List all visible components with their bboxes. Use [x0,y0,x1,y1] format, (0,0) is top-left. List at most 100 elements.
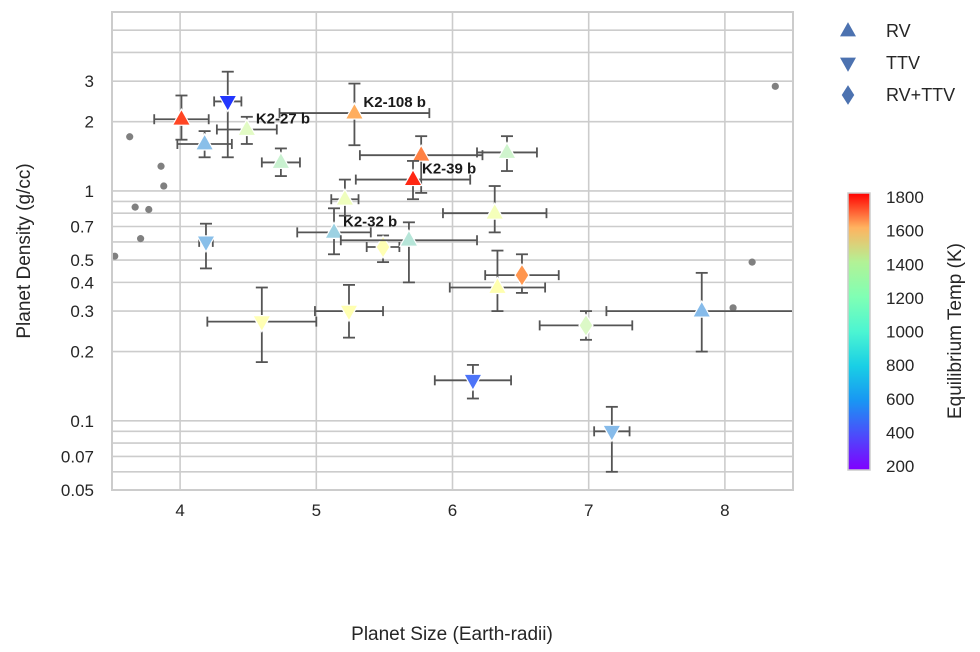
background-point [729,304,737,312]
planet-point [354,160,472,201]
legend-label: RV [886,21,911,41]
planet-point [433,364,512,400]
plot-frame [111,11,794,491]
legend-label: TTV [886,53,920,73]
planet-point [153,94,210,141]
legend-marker [840,82,856,108]
background-point [137,235,145,243]
colorbar-tick-label: 1800 [886,188,924,207]
planet-point [448,249,547,313]
colorbar-tick-label: 1200 [886,289,924,308]
planet-point [296,207,372,256]
y-tick-label: 0.2 [70,343,94,362]
planet-annotation: K2-27 b [256,110,310,127]
planet-point [339,221,478,284]
background-point [126,133,134,141]
planet-marker [411,143,432,162]
y-tick-label: 0.07 [61,447,94,466]
planet-point [195,222,217,270]
planet-annotation: K2-39 b [422,161,476,178]
planet-point [476,135,538,172]
plot-area [112,70,793,473]
planet-marker [398,229,419,247]
planet-marker [251,315,272,333]
planet-point [278,82,431,147]
planet-point [484,253,560,294]
x-axis-label: Planet Size (Earth-radii) [351,624,553,645]
colorbar-label: Equilibrium Temp (K) [945,243,966,419]
background-point [131,203,139,211]
colorbar-tick-label: 800 [886,356,914,375]
planet-marker [402,168,424,187]
y-ticks: 0.05 0.07 0.1 0.2 0.3 0.4 0.5 0.7 1 2 3 [61,72,94,500]
planet-marker [578,313,594,338]
planet-marker [171,108,192,126]
planet-marker [344,101,365,120]
colorbar-tick-label: 1000 [886,323,924,342]
grid [112,11,793,491]
background-point [771,82,779,90]
planet-marker [496,141,518,160]
y-axis-label: Planet Density (g/cc) [14,163,35,338]
y-tick-label: 1 [85,182,94,201]
legend: RV TTV RV+TTV [837,19,955,108]
planet-marker [195,235,217,254]
y-tick-label: 0.5 [70,251,94,270]
planet-marker [334,187,355,206]
x-tick-label: 4 [175,501,184,520]
planet-marker [375,234,391,260]
planet-marker [270,151,291,170]
planet-point [442,185,548,234]
colorbar-tick-label: 1400 [886,255,924,274]
planet-marker [462,373,483,392]
y-tick-label: 0.05 [61,481,94,500]
planet-marker [691,299,712,318]
legend-label: RV+TTV [886,85,955,105]
planet-annotation: K2-108 b [363,94,426,111]
planet-marker [487,276,508,295]
planet-point [593,405,631,473]
y-tick-label: 2 [85,113,94,132]
x-tick-label: 5 [312,501,321,520]
planet-point [206,286,318,364]
planet-marker [194,132,215,151]
y-tick-label: 0.3 [70,302,94,321]
planet-point [215,115,278,145]
colorbar-gradient [847,192,871,471]
planet-marker [484,201,505,220]
x-tick-label: 8 [720,501,729,520]
planet-point [605,271,793,353]
planet-annotation: K2-32 b [343,213,397,230]
legend-marker [837,56,859,75]
planet-point [213,70,243,159]
x-tick-label: 7 [584,501,593,520]
background-point [145,205,153,214]
legend-marker [837,19,859,38]
planet-marker [338,304,360,323]
y-tick-label: 3 [85,72,94,91]
y-tick-label: 0.7 [70,218,94,237]
planet-point [538,310,634,341]
background-point [748,258,756,266]
y-tick-label: 0.1 [70,412,94,431]
colorbar: Equilibrium Temp (K) 200 400 600 800 1000 120… [847,188,966,476]
planet-marker [514,263,530,288]
x-ticks: 4 5 6 7 8 [175,501,729,520]
planet-marker [323,221,345,239]
planet-marker [236,118,257,137]
planet-point [314,284,384,339]
annotations: K2-27 b K2-108 b K2-39 b K2-32 b [256,94,476,230]
planet-point [260,147,301,177]
colorbar-tick-label: 200 [886,457,914,476]
planet-point [176,130,233,159]
colorbar-tick-label: 1600 [886,222,924,241]
background-point [157,162,165,170]
colorbar-tick-label: 600 [886,390,914,409]
x-tick-label: 6 [448,501,457,520]
planet-point [330,178,360,217]
planet-marker [217,94,238,113]
y-tick-label: 0.4 [70,273,94,292]
planet-marker [601,424,622,443]
colorbar-tick-label: 400 [886,423,914,442]
